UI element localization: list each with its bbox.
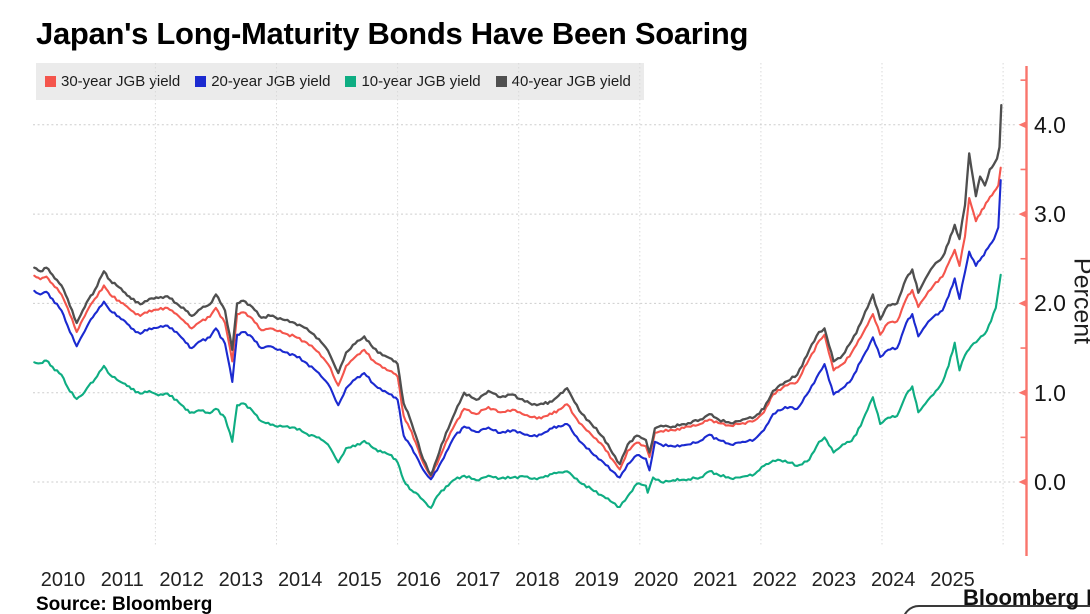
legend-item[interactable]: 10-year JGB yield [345,73,481,90]
bloomberg-watermark: BloombergN [963,585,1090,611]
legend-label: 20-year JGB yield [211,73,331,90]
y-axis-major-tick-arrow [1018,389,1027,397]
series-line-40-year-jgb-yield [33,104,1003,477]
x-axis-year-label: 2023 [811,569,857,591]
y-axis-tick-label: 0.0 [1034,469,1066,495]
y-axis-tick-label: 3.0 [1034,201,1066,228]
source-note: Source: Bloomberg [36,594,213,614]
series-line-20-year-jgb-yield [33,179,1002,481]
x-axis-year-label: 2010 [40,569,86,591]
x-axis-year-label: 2024 [870,569,916,591]
legend-item[interactable]: 20-year JGB yield [195,73,330,90]
y-axis-major-tick-arrow [1018,121,1027,129]
x-axis-year-label: 2021 [693,569,738,591]
x-axis-year-label: 2018 [515,569,560,591]
legend-label: 10-year JGB yield [361,73,481,90]
legend-swatch [45,76,56,87]
x-axis-year-label: 2017 [455,569,501,591]
bloomberg-watermark-text: Bloomberg [963,585,1080,610]
grid [33,63,1016,547]
legend: 30-year JGB yield 20-year JGB yield 10-yea… [36,63,644,100]
y-axis [1018,66,1028,556]
y-axis-tick-label: 1.0 [1034,379,1066,406]
x-axis-year-label: 2016 [396,569,442,591]
legend-label: 30-year JGB yield [61,73,181,90]
legend-item[interactable]: 40-year JGB yield [495,73,631,90]
y-axis-major-tick-arrow [1018,210,1027,218]
legend-swatch [195,76,207,87]
series-line-30-year-jgb-yield [33,166,1002,478]
page-title: Japan's Long-Maturity Bonds Have Been So… [36,16,749,51]
y-axis-major-tick-arrow [1018,478,1027,486]
x-axis-year-label: 2011 [100,569,144,591]
bloomberg-watermark-clipped-letter: N [1086,585,1090,610]
x-axis-year-label: 2019 [574,569,619,591]
x-axis-year-label: 2013 [218,569,264,591]
y-axis-title: Percent [1068,257,1090,345]
y-axis-tick-label: 2.0 [1034,290,1066,317]
x-axis-year-label: 2012 [159,569,204,591]
x-axis-year-label: 2014 [277,569,323,591]
y-axis-tick-label: 4.0 [1034,111,1066,138]
x-axis-year-label: 2020 [633,569,679,591]
legend-item[interactable]: 30-year JGB yield [45,73,180,90]
x-axis-year-label: 2022 [752,569,797,591]
y-axis-major-tick-arrow [1018,299,1027,307]
x-axis-year-label: 2015 [337,569,382,591]
x-axis-year-label: 2025 [930,569,975,591]
legend-swatch [345,76,357,87]
legend-swatch [495,76,507,87]
series-line-10-year-jgb-yield [33,273,1002,509]
legend-label: 40-year JGB yield [511,73,631,90]
